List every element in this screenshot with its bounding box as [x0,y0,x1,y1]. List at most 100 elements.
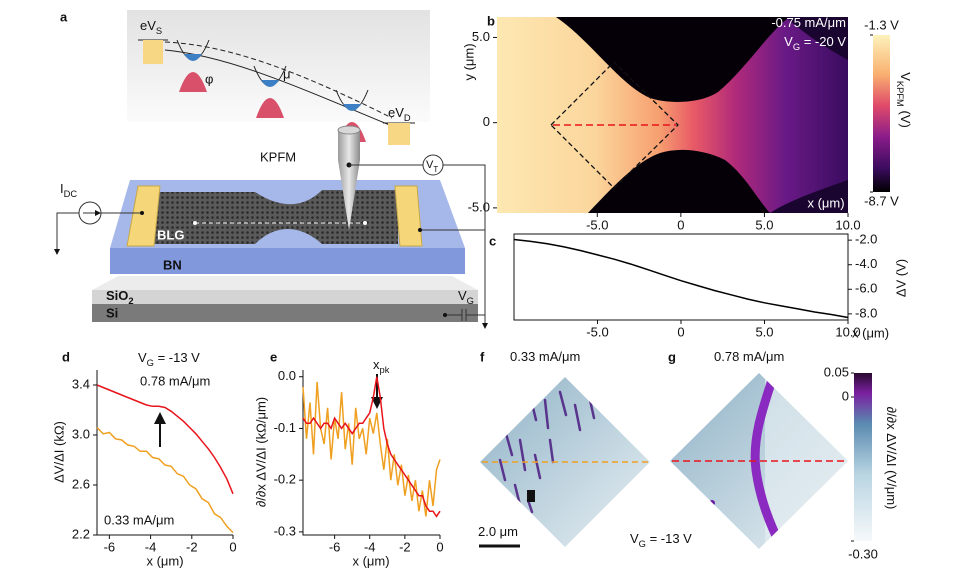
etched-region [770,180,848,213]
peak-band [750,373,786,549]
tip [338,160,360,230]
label: KPFM [260,149,296,164]
subscript: 2 [128,296,133,306]
label: IDC [60,181,77,199]
label: eVS [140,18,162,36]
x-tick-label: -2 [186,539,198,554]
x-axis-label: x (μm) [352,553,389,568]
text-part: x [373,357,380,372]
x-tick-label: 0 [677,217,684,232]
defect [527,490,535,502]
subscript: pk [380,365,390,375]
axes [96,370,233,536]
wire [443,164,488,329]
x-axis-label: x (μm) [852,325,889,340]
x-tick-label: -5.0 [586,324,608,339]
annotation: VG = -13 V [138,350,200,368]
dot [363,221,367,225]
y-tick-label: 2.6 [72,476,90,491]
x-tick-label: 5.0 [755,217,773,232]
y-tick-label: -0.3 [274,523,296,538]
panel-label: c [489,233,496,248]
graphene [152,190,398,244]
y-axis-label: ΔV (V) [893,259,908,297]
subscript: KPFM [895,81,905,107]
subscript: G [639,539,646,549]
y-tick-label: 3.4 [72,376,90,391]
x-tick-label: 10.0 [835,324,860,339]
y-tick-label: 0 [483,114,490,129]
text-part: (V) [898,107,913,128]
etched-region [588,149,770,213]
text-part: V [898,72,913,81]
x-tick-label: -4 [364,539,376,554]
colorbar-tick-label: -0.30 [848,546,878,561]
label: μ [283,66,291,81]
x-tick-label: -6 [329,539,341,554]
annotation: xpk [373,357,390,375]
axes [302,370,440,536]
x-tick-label: -2 [399,539,411,554]
panel-label: g [668,349,676,364]
tip-top [337,125,361,135]
potential-curve [164,49,393,127]
annotation: -0.75 mA/μm [771,15,846,30]
contact [443,313,447,317]
bn-front [110,248,465,274]
colorbar-label: VKPFM (V) [895,72,913,128]
x-tick-label: 0 [436,539,443,554]
band-diagram [127,10,430,122]
panel-label: d [62,349,70,364]
contact [418,228,422,232]
x-tick-label: 0 [677,324,684,339]
subscript: G [467,296,474,306]
panel-label: a [60,9,68,24]
text-part: V [784,34,793,49]
frame [513,233,849,321]
colorbar [854,373,872,541]
roi [550,61,679,189]
y-tick-label: 0.0 [278,368,296,383]
electrode [126,185,161,247]
series-line [513,238,849,319]
schematic: a eVS φ μ eVD BLG BN SiO2 Si KPFM VT VG … [54,9,488,329]
series-label: 0.33 mA/μm [104,512,174,527]
colorbar-tick-label: -1.3 V [864,17,899,32]
label: VT [426,159,438,174]
y-axis-label: y (μm) [461,43,476,80]
series-line [302,381,441,517]
label: φ [205,71,213,86]
sio2-layer [92,290,478,304]
annotation: VG = -20 V [784,34,846,52]
label: Si [106,305,118,320]
panel-label: b [487,13,495,28]
text-part: V [138,350,147,365]
x-tick-label: 10.0 [835,217,860,232]
wire [54,212,79,255]
y-tick-label: 2.2 [72,526,90,541]
etched-region [786,17,848,60]
text-part: V [630,531,639,546]
colorbar-tick-label: 0.05 [824,364,849,379]
contact [140,211,144,215]
x-tick-label: -5.0 [586,217,608,232]
colorbar [873,35,890,192]
text-part: ∂/∂x ΔV/ΔI (V/μm) [884,407,899,510]
x-tick-label: -6 [104,539,116,554]
series-line [302,376,441,518]
panel-label: f [480,349,485,364]
y-tick-label: -4.0 [855,256,877,271]
subscript: T [433,165,438,174]
label: eVD [388,105,411,123]
text-part: -0.75 mA/μm [771,15,846,30]
text-part: eV [140,18,156,33]
y-tick-label: -5.0 [468,199,490,214]
text-part: V [426,159,434,171]
x-tick-label: 5.0 [755,324,773,339]
dot [193,221,197,225]
x-axis-label: x (μm) [807,195,844,210]
subscript: D [404,113,411,123]
source-level [143,40,163,64]
